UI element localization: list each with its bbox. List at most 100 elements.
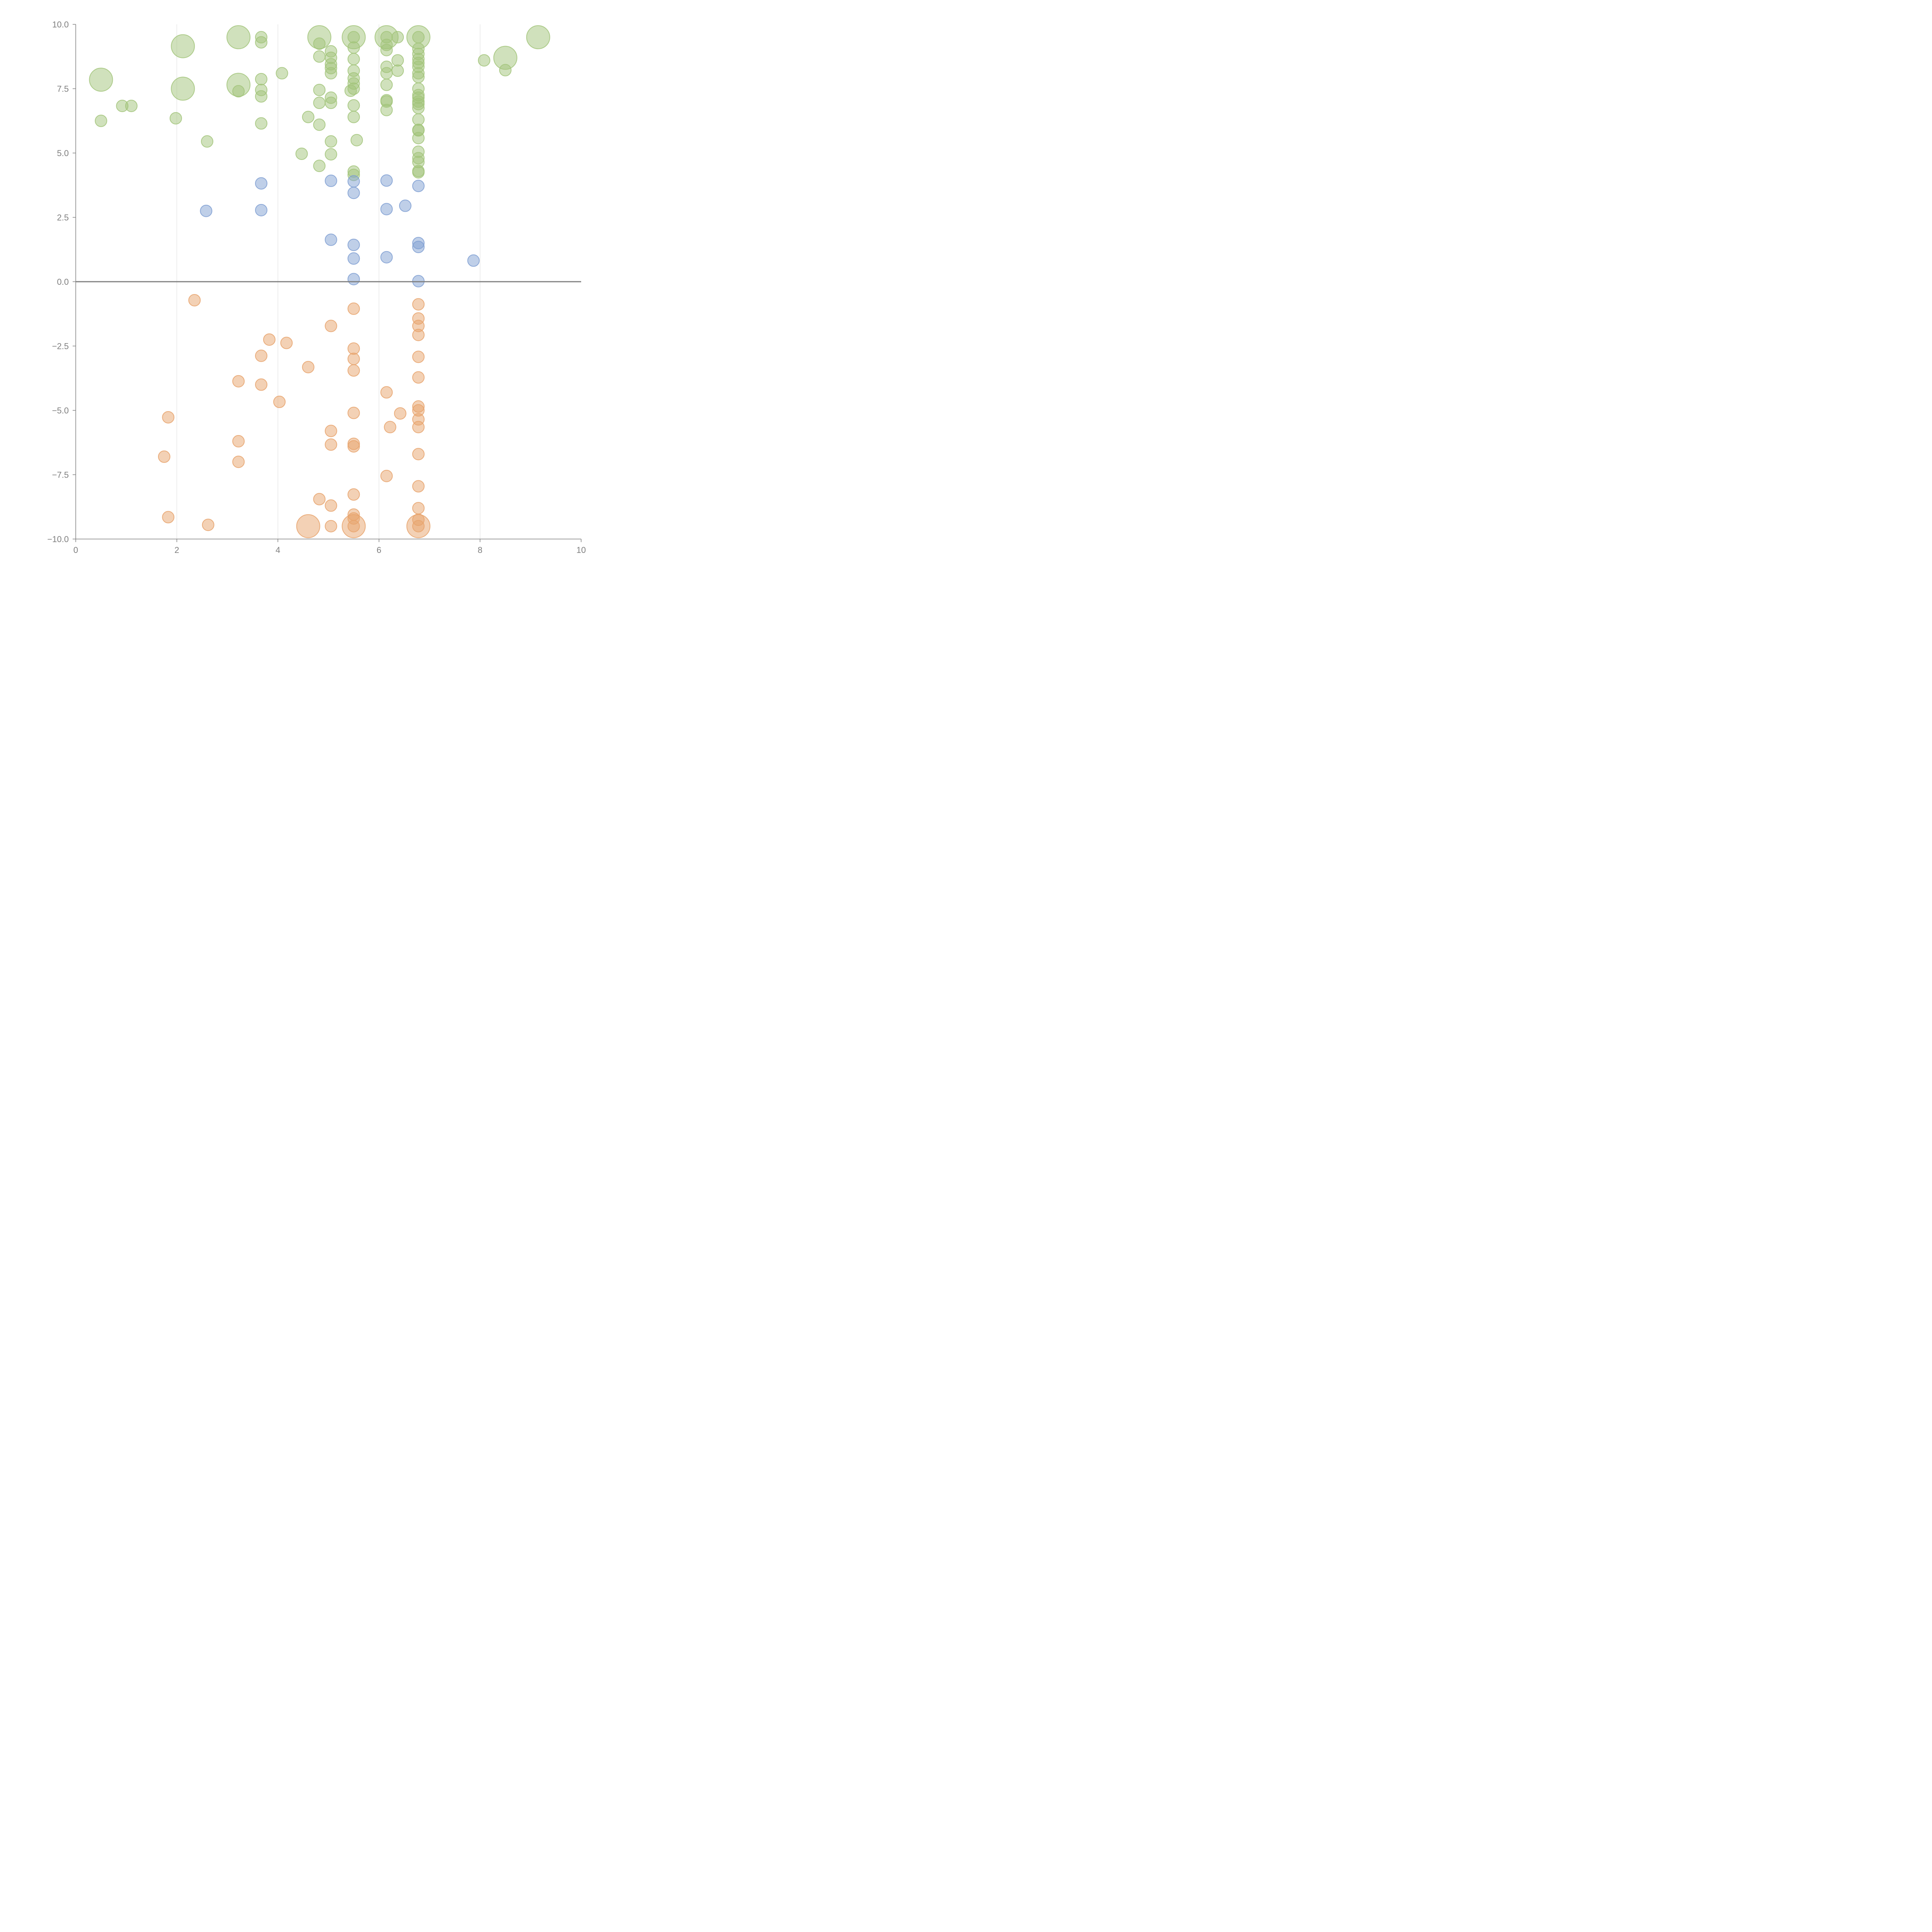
blue-bubble [412,180,425,192]
green-bubble [499,64,512,77]
orange-bubble [347,440,360,453]
orange-bubble [347,520,360,532]
green-bubble [89,68,113,92]
orange-bubble [232,435,245,447]
green-bubble [255,36,268,49]
orange-bubble [162,511,175,524]
green-bubble [201,135,214,148]
y-tick-label: 0.0 [57,277,69,287]
green-bubble [347,99,360,112]
blue-bubble [347,238,360,251]
orange-bubble [325,520,337,532]
orange-bubble [394,407,406,420]
orange-bubble [380,386,393,399]
green-bubble [325,148,337,161]
x-tick-label: 2 [174,545,179,555]
orange-bubble [347,342,360,355]
orange-bubble [325,438,337,451]
green-bubble [313,50,326,63]
green-bubble [347,111,360,123]
orange-bubble [412,421,425,434]
blue-bubble [200,204,213,217]
blue-bubble [255,177,268,190]
blue-bubble [325,233,337,246]
orange-bubble [347,302,360,315]
y-tick-label: 2.5 [57,213,69,223]
green-bubble [347,31,360,44]
green-bubble [313,37,326,50]
orange-bubble [232,375,245,388]
blue-bubble [347,273,360,286]
green-bubble [526,25,550,49]
blue-bubble [380,251,393,264]
bubble-layer [89,25,550,538]
orange-bubble [347,352,360,365]
green-bubble [313,83,326,96]
green-bubble [344,84,357,97]
green-bubble [478,54,490,67]
green-bubble [347,53,360,65]
green-bubble [325,67,337,80]
green-bubble [255,117,268,130]
green-bubble [380,67,393,80]
orange-bubble [302,361,315,374]
y-tick-label: −10.0 [47,534,69,544]
tick-labels: 0 2 4 6 8 10 10.0 7.5 5.0 2.5 0.0 −2.5 −5.0 −7.5 −10.0 [47,20,586,555]
x-tick-label: 6 [377,545,381,555]
orange-bubble [313,493,326,505]
green-bubble [347,41,360,54]
green-bubble [313,160,326,172]
orange-bubble [255,378,268,391]
orange-bubble [347,364,360,377]
blue-bubble [467,254,480,267]
orange-bubble [347,406,360,419]
x-tick-label: 4 [276,545,280,555]
blue-bubble [399,199,412,212]
green-bubble [391,31,404,44]
orange-bubble [162,411,175,423]
y-tick-label: 10.0 [52,20,69,29]
x-tick-label: 10 [577,545,586,555]
green-bubble [255,73,268,85]
x-tick-label: 8 [478,545,482,555]
orange-bubble [273,396,286,408]
green-bubble [412,113,425,126]
green-bubble [169,112,182,125]
y-tick-label: −7.5 [52,470,69,480]
green-bubble [171,77,195,101]
orange-bubble [412,448,425,461]
orange-bubble [347,488,360,501]
green-bubble [255,90,268,103]
green-bubble [302,111,315,123]
blue-bubble [255,204,268,216]
blue-bubble [347,252,360,265]
y-tick-label: −2.5 [52,342,69,351]
orange-bubble [263,333,276,346]
green-bubble [380,104,393,116]
green-bubble [95,114,107,127]
orange-bubble [412,520,425,532]
blue-bubble [347,175,360,188]
blue-bubble [325,174,337,187]
green-bubble [232,85,245,98]
orange-bubble [325,320,337,332]
green-bubble [412,102,425,114]
green-bubble [391,54,404,67]
orange-bubble [412,298,425,311]
green-bubble [380,78,393,91]
orange-bubble [255,349,268,362]
orange-bubble [412,371,425,384]
green-bubble [313,97,326,109]
green-bubble [350,134,363,146]
blue-bubble [347,187,360,199]
green-bubble [171,34,195,58]
y-tick-label: 5.0 [57,148,69,158]
green-bubble [125,100,138,112]
blue-bubble [380,174,393,187]
orange-bubble [232,456,245,468]
blue-bubble [412,241,425,253]
y-tick-label: 7.5 [57,84,69,94]
blue-bubble [380,203,393,216]
orange-bubble [380,469,393,482]
orange-bubble [412,480,425,493]
